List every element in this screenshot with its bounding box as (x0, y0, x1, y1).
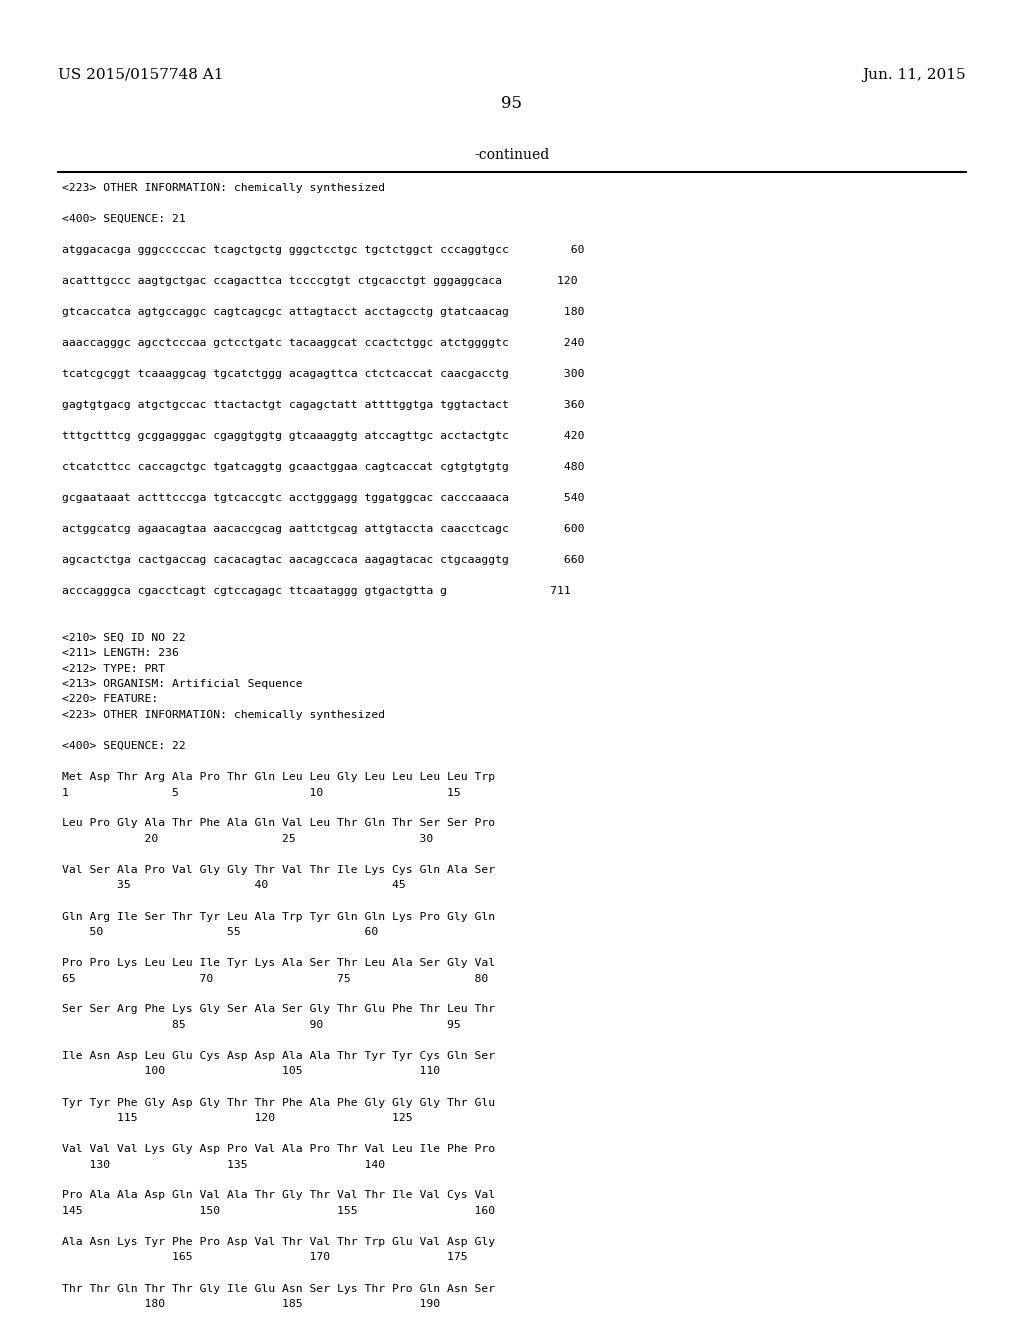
Text: Tyr Tyr Phe Gly Asp Gly Thr Thr Phe Ala Phe Gly Gly Gly Thr Glu: Tyr Tyr Phe Gly Asp Gly Thr Thr Phe Ala … (62, 1097, 496, 1107)
Text: 130                 135                 140: 130 135 140 (62, 1159, 385, 1170)
Text: <223> OTHER INFORMATION: chemically synthesized: <223> OTHER INFORMATION: chemically synt… (62, 183, 385, 193)
Text: atggacacga gggcccccac tcagctgctg gggctcctgc tgctctggct cccaggtgcc         60: atggacacga gggcccccac tcagctgctg gggctcc… (62, 246, 585, 255)
Text: <211> LENGTH: 236: <211> LENGTH: 236 (62, 648, 179, 657)
Text: Met Asp Thr Arg Ala Pro Thr Gln Leu Leu Gly Leu Leu Leu Leu Trp: Met Asp Thr Arg Ala Pro Thr Gln Leu Leu … (62, 772, 496, 781)
Text: <223> OTHER INFORMATION: chemically synthesized: <223> OTHER INFORMATION: chemically synt… (62, 710, 385, 719)
Text: <210> SEQ ID NO 22: <210> SEQ ID NO 22 (62, 632, 185, 643)
Text: gcgaataaat actttcccga tgtcaccgtc acctgggagg tggatggcac cacccaaaca        540: gcgaataaat actttcccga tgtcaccgtc acctggg… (62, 492, 585, 503)
Text: Leu Pro Gly Ala Thr Phe Ala Gln Val Leu Thr Gln Thr Ser Ser Pro: Leu Pro Gly Ala Thr Phe Ala Gln Val Leu … (62, 818, 496, 829)
Text: Pro Ala Ala Asp Gln Val Ala Thr Gly Thr Val Thr Ile Val Cys Val: Pro Ala Ala Asp Gln Val Ala Thr Gly Thr … (62, 1191, 496, 1200)
Text: 180                 185                 190: 180 185 190 (62, 1299, 440, 1309)
Text: 20                  25                  30: 20 25 30 (62, 834, 433, 843)
Text: Val Ser Ala Pro Val Gly Gly Thr Val Thr Ile Lys Cys Gln Ala Ser: Val Ser Ala Pro Val Gly Gly Thr Val Thr … (62, 865, 496, 875)
Text: Gln Arg Ile Ser Thr Tyr Leu Ala Trp Tyr Gln Gln Lys Pro Gly Gln: Gln Arg Ile Ser Thr Tyr Leu Ala Trp Tyr … (62, 912, 496, 921)
Text: 35                  40                  45: 35 40 45 (62, 880, 406, 891)
Text: 1               5                   10                  15: 1 5 10 15 (62, 788, 461, 797)
Text: 65                  70                  75                  80: 65 70 75 80 (62, 974, 488, 983)
Text: 165                 170                 175: 165 170 175 (62, 1253, 468, 1262)
Text: 145                 150                 155                 160: 145 150 155 160 (62, 1206, 496, 1216)
Text: <213> ORGANISM: Artificial Sequence: <213> ORGANISM: Artificial Sequence (62, 678, 303, 689)
Text: gagtgtgacg atgctgccac ttactactgt cagagctatt attttggtga tggtactact        360: gagtgtgacg atgctgccac ttactactgt cagagct… (62, 400, 585, 411)
Text: <400> SEQUENCE: 21: <400> SEQUENCE: 21 (62, 214, 185, 224)
Text: acatttgccc aagtgctgac ccagacttca tccccgtgt ctgcacctgt gggaggcaca        120: acatttgccc aagtgctgac ccagacttca tccccgt… (62, 276, 578, 286)
Text: <220> FEATURE:: <220> FEATURE: (62, 694, 159, 705)
Text: Thr Thr Gln Thr Thr Gly Ile Glu Asn Ser Lys Thr Pro Gln Asn Ser: Thr Thr Gln Thr Thr Gly Ile Glu Asn Ser … (62, 1283, 496, 1294)
Text: -continued: -continued (474, 148, 550, 162)
Text: 85                  90                  95: 85 90 95 (62, 1020, 461, 1030)
Text: <212> TYPE: PRT: <212> TYPE: PRT (62, 664, 165, 673)
Text: Pro Pro Lys Leu Leu Ile Tyr Lys Ala Ser Thr Leu Ala Ser Gly Val: Pro Pro Lys Leu Leu Ile Tyr Lys Ala Ser … (62, 958, 496, 968)
Text: actggcatcg agaacagtaa aacaccgcag aattctgcag attgtaccta caacctcagc        600: actggcatcg agaacagtaa aacaccgcag aattctg… (62, 524, 585, 535)
Text: tcatcgcggt tcaaaggcag tgcatctggg acagagttca ctctcaccat caacgacctg        300: tcatcgcggt tcaaaggcag tgcatctggg acagagt… (62, 370, 585, 379)
Text: ctcatcttcc caccagctgc tgatcaggtg gcaactggaa cagtcaccat cgtgtgtgtg        480: ctcatcttcc caccagctgc tgatcaggtg gcaactg… (62, 462, 585, 473)
Text: agcactctga cactgaccag cacacagtac aacagccaca aagagtacac ctgcaaggtg        660: agcactctga cactgaccag cacacagtac aacagcc… (62, 554, 585, 565)
Text: US 2015/0157748 A1: US 2015/0157748 A1 (58, 69, 223, 82)
Text: Ser Ser Arg Phe Lys Gly Ser Ala Ser Gly Thr Glu Phe Thr Leu Thr: Ser Ser Arg Phe Lys Gly Ser Ala Ser Gly … (62, 1005, 496, 1015)
Text: aaaccagggc agcctcccaa gctcctgatc tacaaggcat ccactctggc atctggggtc        240: aaaccagggc agcctcccaa gctcctgatc tacaagg… (62, 338, 585, 348)
Text: 50                  55                  60: 50 55 60 (62, 927, 378, 937)
Text: 115                 120                 125: 115 120 125 (62, 1113, 413, 1123)
Text: tttgctttcg gcggagggac cgaggtggtg gtcaaaggtg atccagttgc acctactgtc        420: tttgctttcg gcggagggac cgaggtggtg gtcaaag… (62, 432, 585, 441)
Text: 95: 95 (502, 95, 522, 112)
Text: Ala Asn Lys Tyr Phe Pro Asp Val Thr Val Thr Trp Glu Val Asp Gly: Ala Asn Lys Tyr Phe Pro Asp Val Thr Val … (62, 1237, 496, 1247)
Text: Val Val Val Lys Gly Asp Pro Val Ala Pro Thr Val Leu Ile Phe Pro: Val Val Val Lys Gly Asp Pro Val Ala Pro … (62, 1144, 496, 1154)
Text: Jun. 11, 2015: Jun. 11, 2015 (862, 69, 966, 82)
Text: gtcaccatca agtgccaggc cagtcagcgc attagtacct acctagcctg gtatcaacag        180: gtcaccatca agtgccaggc cagtcagcgc attagta… (62, 308, 585, 317)
Text: acccagggca cgacctcagt cgtccagagc ttcaataggg gtgactgtta g               711: acccagggca cgacctcagt cgtccagagc ttcaata… (62, 586, 570, 597)
Text: <400> SEQUENCE: 22: <400> SEQUENCE: 22 (62, 741, 185, 751)
Text: Ile Asn Asp Leu Glu Cys Asp Asp Ala Ala Thr Tyr Tyr Cys Gln Ser: Ile Asn Asp Leu Glu Cys Asp Asp Ala Ala … (62, 1051, 496, 1061)
Text: 100                 105                 110: 100 105 110 (62, 1067, 440, 1077)
